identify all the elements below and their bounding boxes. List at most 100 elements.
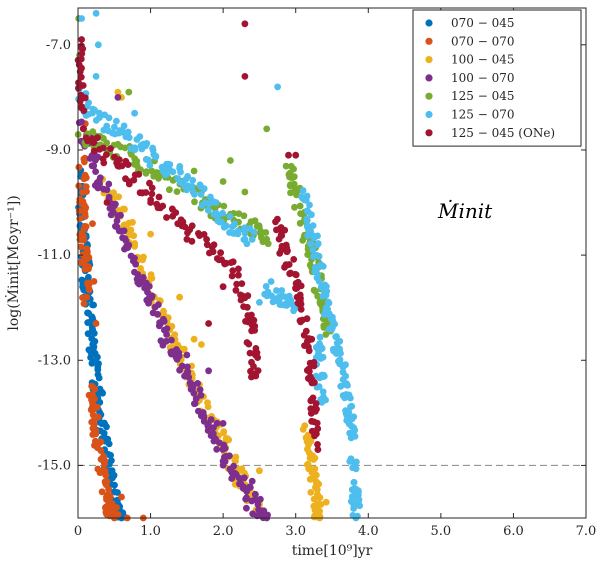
data-point — [283, 261, 291, 269]
data-point — [213, 445, 221, 453]
data-point — [94, 41, 102, 49]
data-point — [205, 320, 213, 327]
data-point — [290, 165, 297, 173]
data-point — [105, 440, 113, 448]
data-point — [240, 483, 247, 491]
data-point — [292, 151, 300, 159]
data-point — [263, 235, 271, 243]
data-point — [168, 205, 176, 213]
data-point — [80, 236, 87, 244]
data-point — [162, 171, 169, 179]
data-point — [245, 340, 253, 348]
data-point — [90, 147, 98, 155]
data-point — [191, 190, 198, 198]
data-point — [132, 260, 140, 268]
legend-entry: 070 − 070 — [451, 34, 515, 48]
legend-box — [412, 9, 582, 147]
data-point — [232, 471, 240, 478]
data-point — [308, 211, 315, 219]
data-point — [100, 144, 107, 152]
data-point — [113, 217, 121, 225]
data-point — [333, 333, 340, 340]
data-point — [117, 211, 124, 219]
data-point — [105, 114, 113, 122]
data-point — [105, 193, 113, 201]
data-point — [101, 457, 109, 465]
legend-marker — [425, 74, 433, 82]
data-point — [103, 423, 110, 431]
data-point — [98, 388, 106, 396]
data-point — [309, 222, 317, 230]
data-point — [84, 309, 91, 317]
data-point — [163, 325, 171, 332]
data-point — [147, 230, 155, 238]
legend-entry: 070 − 045 — [451, 16, 515, 30]
data-point — [111, 481, 118, 489]
data-point — [142, 189, 150, 196]
data-point — [80, 300, 88, 308]
data-point — [114, 88, 122, 96]
data-point — [100, 469, 108, 477]
data-point — [309, 454, 317, 462]
data-point — [177, 168, 184, 176]
data-point — [100, 159, 108, 167]
data-point — [95, 439, 103, 447]
data-point — [316, 494, 324, 501]
data-point — [94, 371, 102, 378]
data-point — [314, 270, 321, 278]
data-point — [317, 283, 325, 291]
data-point — [198, 341, 205, 348]
data-point — [300, 331, 308, 339]
data-point — [290, 180, 298, 188]
data-point — [238, 294, 246, 302]
data-point — [79, 251, 87, 258]
data-point — [347, 403, 354, 411]
data-point — [121, 205, 128, 213]
data-point — [114, 94, 122, 101]
data-point — [314, 240, 322, 247]
data-point — [98, 488, 106, 496]
data-point — [278, 287, 286, 294]
data-point — [241, 188, 249, 196]
data-point — [210, 198, 218, 206]
data-point — [221, 259, 228, 267]
data-point — [82, 174, 90, 182]
data-point — [79, 125, 87, 133]
data-point — [155, 322, 163, 330]
x-axis-ticks: 0 1.0 2.0 3.0 4.0 5.0 6.0 7.0 — [74, 8, 596, 539]
data-point — [220, 223, 228, 231]
data-point — [254, 501, 262, 508]
y-tick-label: -13.0 — [38, 353, 71, 368]
data-point — [91, 156, 99, 164]
data-point — [81, 213, 89, 220]
legend-entry: 125 − 045 (ONe) — [451, 126, 555, 140]
data-point — [90, 162, 98, 170]
data-point — [168, 336, 175, 344]
data-point — [162, 337, 170, 345]
data-point — [178, 362, 186, 370]
data-point — [285, 151, 292, 159]
data-point — [183, 235, 191, 243]
data-point — [235, 271, 242, 279]
data-point — [247, 367, 254, 375]
data-point — [190, 389, 198, 397]
y-tick-label: -15.0 — [38, 458, 71, 473]
data-point — [247, 484, 254, 491]
data-point — [89, 220, 96, 228]
legend-marker — [425, 37, 433, 45]
data-point — [130, 232, 138, 240]
data-point — [105, 485, 112, 493]
data-point — [262, 283, 270, 290]
data-point — [196, 386, 204, 393]
data-point — [251, 327, 259, 334]
data-point — [248, 477, 256, 485]
data-point — [307, 396, 315, 404]
data-point — [319, 353, 327, 361]
data-point — [78, 36, 85, 43]
data-point — [243, 504, 250, 512]
data-point — [91, 106, 98, 114]
data-point — [290, 256, 298, 263]
data-point — [111, 123, 118, 131]
data-point — [242, 495, 250, 503]
data-point — [345, 408, 353, 416]
